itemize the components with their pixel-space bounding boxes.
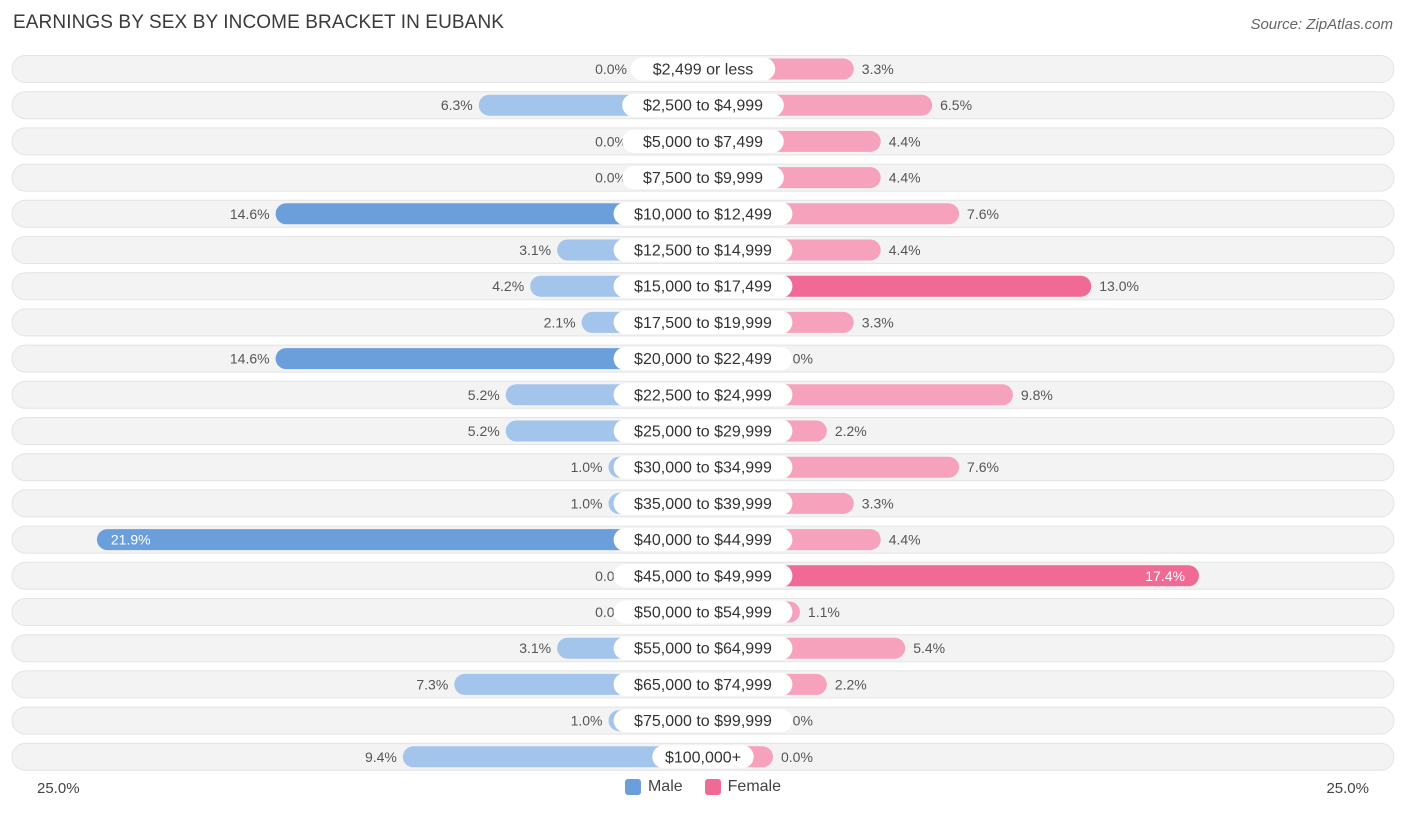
category-label: $100,000+ <box>665 749 741 766</box>
legend-swatch-male <box>624 779 641 795</box>
female-value-label: 2.2% <box>835 676 867 692</box>
male-value-label: 0.0% <box>595 133 627 149</box>
category-label: $65,000 to $74,999 <box>634 677 772 694</box>
female-value-label: 3.3% <box>862 314 894 330</box>
category-label-pill <box>652 745 754 769</box>
category-label-pill <box>613 564 793 588</box>
category-label-pill <box>613 419 793 443</box>
female-value-label: 1.1% <box>808 604 840 620</box>
category-label: $75,000 to $99,999 <box>634 713 772 730</box>
category-label-pill <box>630 57 776 81</box>
category-label: $30,000 to $34,999 <box>634 460 772 477</box>
category-label-pill <box>622 93 784 117</box>
category-label-pill <box>613 274 793 298</box>
category-label-pill <box>613 347 793 371</box>
male-value-label: 14.6% <box>230 206 270 222</box>
chart-svg: 0.0% 3.3% $2,499 or less 6.3% 6.5% $2,500 to … <box>11 55 1395 771</box>
female-value-label: 4.4% <box>889 242 921 258</box>
female-value-label: 3.3% <box>862 61 894 77</box>
male-bar <box>275 348 703 370</box>
female-value-label: 3.3% <box>862 495 894 511</box>
category-label-pill <box>613 310 793 334</box>
male-value-label: 2.1% <box>544 314 576 330</box>
female-bar <box>703 275 1092 297</box>
male-value-label: 1.0% <box>571 495 603 511</box>
category-label: $10,000 to $12,499 <box>634 206 772 223</box>
category-label: $40,000 to $44,999 <box>634 532 772 549</box>
category-label-pill <box>613 383 793 407</box>
female-value-label: 13.0% <box>1099 278 1139 294</box>
category-label-pill <box>613 455 793 479</box>
category-label-pill <box>613 600 793 624</box>
category-label: $2,500 to $4,999 <box>643 98 763 115</box>
category-label: $20,000 to $22,499 <box>634 351 772 368</box>
female-value-label: 4.4% <box>889 532 921 548</box>
chart-title: EARNINGS BY SEX BY INCOME BRACKET IN EUB… <box>13 12 505 33</box>
male-value-label: 7.3% <box>416 676 448 692</box>
male-value-label: 5.2% <box>468 387 500 403</box>
male-value-label: 1.0% <box>571 459 603 475</box>
male-value-label: 5.2% <box>468 423 500 439</box>
category-label: $55,000 to $64,999 <box>634 641 772 658</box>
category-label: $15,000 to $17,499 <box>634 279 772 296</box>
male-bar <box>275 203 703 225</box>
category-label-pill <box>622 166 784 190</box>
category-label: $7,500 to $9,999 <box>643 170 763 187</box>
male-value-label: 0.0% <box>595 61 627 77</box>
category-label: $25,000 to $29,999 <box>634 424 772 441</box>
male-bar <box>96 529 703 551</box>
category-label-pill <box>613 709 793 733</box>
female-value-label: 5.4% <box>913 640 945 656</box>
female-value-label: 17.4% <box>1145 568 1185 584</box>
female-value-label: 0.0% <box>781 749 813 765</box>
legend-item-male[interactable]: Male <box>624 778 683 796</box>
male-value-label: 3.1% <box>519 640 551 656</box>
axis-right-label: 25.0% <box>1326 780 1369 797</box>
female-value-label: 4.4% <box>889 170 921 186</box>
category-label-pill <box>613 202 793 226</box>
female-value-label: 7.6% <box>967 459 999 475</box>
category-label: $2,499 or less <box>653 62 754 79</box>
category-label: $45,000 to $49,999 <box>634 568 772 585</box>
category-label-pill <box>613 528 793 552</box>
male-bar <box>402 746 703 768</box>
female-value-label: 2.2% <box>835 423 867 439</box>
axis-left-label: 25.0% <box>37 780 80 797</box>
male-value-label: 0.0% <box>595 170 627 186</box>
legend-item-female[interactable]: Female <box>704 778 782 796</box>
category-label: $22,500 to $24,999 <box>634 387 772 404</box>
category-label-pill <box>613 636 793 660</box>
category-label-pill <box>613 491 793 515</box>
category-label-pill <box>622 129 784 153</box>
legend-label-male: Male <box>647 778 683 795</box>
male-value-label: 9.4% <box>365 749 397 765</box>
female-value-label: 4.4% <box>889 133 921 149</box>
legend-swatch-female <box>704 779 721 795</box>
female-value-label: 9.8% <box>1021 387 1053 403</box>
category-label: $12,500 to $14,999 <box>634 243 772 260</box>
male-value-label: 4.2% <box>492 278 524 294</box>
category-label: $35,000 to $39,999 <box>634 496 772 513</box>
male-value-label: 1.0% <box>571 713 603 729</box>
category-label: $50,000 to $54,999 <box>634 605 772 622</box>
male-value-label: 3.1% <box>519 242 551 258</box>
category-label-pill <box>613 672 793 696</box>
male-value-label: 14.6% <box>230 351 270 367</box>
legend: Male Female <box>0 778 1406 796</box>
legend-label-female: Female <box>727 778 782 795</box>
category-label-pill <box>613 238 793 262</box>
female-value-label: 7.6% <box>967 206 999 222</box>
male-value-label: 6.3% <box>441 97 473 113</box>
category-label: $5,000 to $7,499 <box>643 134 763 151</box>
male-value-label: 21.9% <box>111 532 151 548</box>
category-label: $17,500 to $19,999 <box>634 315 772 332</box>
source-label: Source: ZipAtlas.com <box>1250 16 1393 33</box>
female-bar <box>703 565 1199 587</box>
female-value-label: 6.5% <box>940 97 972 113</box>
